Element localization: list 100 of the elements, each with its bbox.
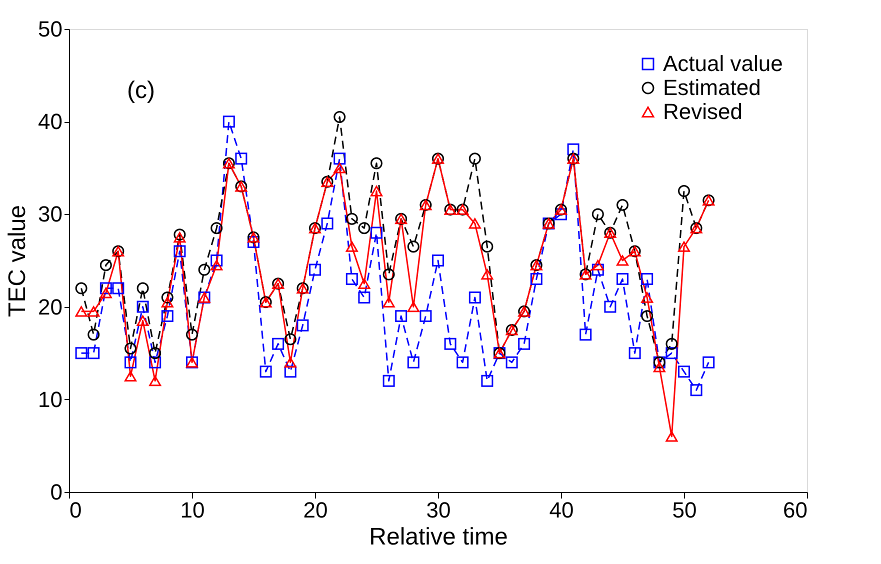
x-axis-title: Relative time (369, 524, 508, 550)
point (136, 315, 149, 326)
point (100, 259, 112, 272)
x-tick-label: 60 (783, 498, 808, 522)
point (641, 273, 654, 286)
point (346, 212, 358, 225)
y-axis-title: TEC value (4, 204, 32, 318)
legend-label: Actual value (663, 51, 783, 76)
point (592, 208, 604, 220)
point (580, 328, 592, 341)
point (334, 162, 346, 174)
x-tick-label: 20 (303, 498, 328, 522)
point (88, 347, 100, 360)
point (75, 306, 88, 317)
point (334, 110, 346, 123)
point (432, 254, 444, 266)
point (161, 292, 174, 304)
point (136, 282, 149, 294)
point (88, 328, 100, 341)
point (456, 356, 469, 368)
point (260, 366, 272, 378)
point (124, 356, 136, 368)
point (420, 310, 432, 322)
y-tick-label: 10 (38, 386, 62, 412)
point (136, 300, 149, 313)
point (358, 222, 370, 234)
point (530, 273, 542, 286)
y-tick-label: 0 (50, 480, 62, 504)
point (616, 273, 628, 286)
x-tick-label: 10 (180, 498, 205, 522)
point (161, 296, 174, 308)
point (468, 152, 481, 165)
point (88, 306, 100, 317)
point (616, 198, 628, 211)
point (272, 338, 284, 350)
point (468, 292, 481, 304)
point (382, 296, 395, 308)
point (370, 157, 382, 170)
point (358, 292, 370, 304)
point (678, 366, 690, 378)
x-tick-label: 50 (672, 498, 697, 522)
point (678, 241, 690, 252)
point (222, 116, 235, 128)
point (481, 374, 494, 387)
point (506, 356, 518, 368)
point (149, 356, 162, 368)
y-tick-label: 40 (38, 109, 62, 134)
point (592, 260, 604, 270)
point (174, 228, 186, 241)
point (75, 282, 88, 294)
point (481, 240, 494, 253)
point (592, 264, 604, 276)
point (284, 366, 296, 378)
point (690, 384, 702, 396)
point (100, 282, 112, 294)
point (616, 255, 628, 266)
point (100, 288, 112, 298)
annotation: (c) (127, 77, 155, 104)
y-tick-label: 30 (38, 202, 62, 227)
point (481, 269, 494, 280)
point (198, 264, 210, 276)
point (75, 347, 88, 360)
point (346, 241, 358, 252)
point (666, 347, 678, 360)
point (149, 376, 162, 386)
legend-label: Estimated (663, 75, 761, 100)
y-tick-label: 20 (38, 294, 62, 320)
point (407, 240, 420, 253)
point (382, 268, 395, 280)
x-tick-label: 30 (426, 498, 451, 522)
point (444, 338, 456, 350)
point (641, 292, 654, 303)
point (284, 333, 296, 346)
point (666, 431, 678, 442)
x-tick-label: 40 (549, 498, 574, 522)
point (567, 143, 580, 156)
point (653, 362, 666, 372)
point (210, 222, 223, 234)
y-tick-label: 50 (38, 16, 62, 42)
point (309, 264, 321, 276)
point (296, 319, 309, 332)
point (666, 338, 678, 350)
point (210, 260, 223, 270)
point (678, 185, 690, 198)
point (210, 254, 223, 266)
point (346, 273, 358, 286)
point (149, 347, 162, 360)
point (370, 226, 382, 239)
x-tick-label: 0 (70, 498, 82, 522)
point (641, 310, 654, 322)
point (407, 356, 420, 368)
point (235, 152, 248, 165)
point (186, 328, 198, 341)
point (161, 310, 174, 322)
point (518, 338, 530, 350)
point (174, 232, 186, 243)
point (468, 218, 481, 229)
point (124, 342, 136, 354)
point (334, 152, 346, 165)
point (112, 282, 124, 294)
